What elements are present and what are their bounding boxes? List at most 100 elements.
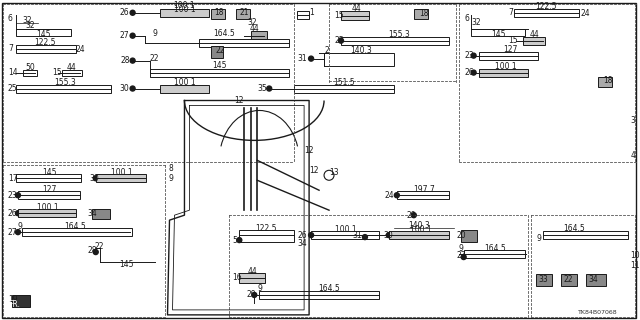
- Text: 164.5: 164.5: [214, 29, 236, 38]
- Bar: [536, 274, 552, 286]
- Text: 30: 30: [120, 84, 130, 93]
- Bar: [470, 29, 525, 36]
- Circle shape: [394, 193, 399, 198]
- Text: 30: 30: [90, 174, 99, 183]
- Text: 155.3: 155.3: [388, 30, 410, 39]
- Text: 7: 7: [8, 44, 13, 53]
- Text: 26: 26: [465, 68, 474, 77]
- Text: FR.: FR.: [8, 300, 20, 309]
- Text: 127: 127: [503, 45, 518, 54]
- Bar: [414, 9, 428, 19]
- Text: 122.5: 122.5: [34, 38, 56, 47]
- Text: 3: 3: [630, 116, 635, 125]
- Bar: [236, 9, 250, 19]
- Circle shape: [412, 213, 416, 218]
- Text: 20: 20: [457, 231, 467, 240]
- Text: 12: 12: [309, 166, 319, 175]
- Bar: [62, 69, 82, 76]
- Text: 44: 44: [352, 4, 362, 13]
- Text: 164.5: 164.5: [64, 222, 86, 231]
- Circle shape: [471, 70, 476, 75]
- Text: 24: 24: [76, 45, 85, 54]
- Text: 6: 6: [465, 14, 470, 23]
- Text: 100 1: 100 1: [37, 203, 59, 212]
- Text: 25: 25: [8, 84, 18, 93]
- Bar: [16, 174, 81, 182]
- Text: 9: 9: [257, 284, 262, 293]
- Text: 26: 26: [120, 8, 130, 17]
- Text: 50: 50: [25, 63, 35, 72]
- Text: 34: 34: [588, 276, 598, 284]
- Circle shape: [308, 56, 314, 61]
- Text: 30: 30: [384, 231, 394, 240]
- Text: 18: 18: [419, 9, 428, 18]
- Bar: [239, 230, 294, 242]
- Circle shape: [130, 58, 135, 63]
- Circle shape: [130, 86, 135, 91]
- Text: 11: 11: [630, 260, 639, 269]
- Text: 140.3: 140.3: [350, 46, 372, 55]
- Text: 10: 10: [630, 251, 640, 260]
- Bar: [22, 228, 132, 236]
- Bar: [23, 69, 37, 76]
- Text: 22: 22: [216, 46, 225, 55]
- Text: 23: 23: [465, 51, 474, 60]
- Text: 44: 44: [529, 30, 540, 39]
- Circle shape: [15, 193, 20, 198]
- Text: 27: 27: [120, 31, 130, 40]
- Bar: [311, 231, 379, 239]
- Bar: [211, 9, 225, 19]
- Text: 140.3: 140.3: [408, 220, 429, 230]
- Text: 151.5: 151.5: [333, 78, 355, 87]
- Text: 32: 32: [247, 18, 257, 27]
- Circle shape: [130, 10, 135, 15]
- Circle shape: [237, 237, 242, 243]
- Circle shape: [252, 292, 257, 297]
- Text: 26: 26: [298, 231, 307, 240]
- Text: 34: 34: [297, 239, 307, 248]
- Bar: [150, 68, 289, 76]
- Text: 155.3: 155.3: [54, 78, 76, 87]
- Bar: [297, 11, 309, 19]
- Text: 18: 18: [604, 76, 612, 85]
- Text: 24: 24: [580, 9, 590, 18]
- Text: 31: 31: [352, 231, 362, 240]
- Text: 100 1: 100 1: [495, 62, 516, 71]
- Text: 9: 9: [18, 222, 23, 231]
- Bar: [159, 84, 209, 92]
- Circle shape: [308, 233, 314, 237]
- Text: 145: 145: [43, 168, 57, 177]
- Text: 23: 23: [8, 191, 18, 200]
- Bar: [211, 46, 223, 58]
- Bar: [96, 174, 145, 182]
- Bar: [586, 274, 606, 286]
- Text: 13: 13: [329, 168, 339, 177]
- Bar: [561, 274, 577, 286]
- Text: 164.5: 164.5: [563, 224, 585, 233]
- Text: 1: 1: [309, 8, 314, 17]
- Text: 164.5: 164.5: [484, 244, 506, 252]
- Circle shape: [130, 33, 135, 38]
- Bar: [259, 291, 379, 299]
- Circle shape: [339, 38, 344, 43]
- Bar: [397, 191, 449, 199]
- Text: 35: 35: [257, 84, 268, 93]
- Circle shape: [93, 176, 98, 181]
- Text: 44: 44: [248, 267, 257, 276]
- Bar: [18, 209, 76, 217]
- Text: 27: 27: [8, 228, 18, 236]
- Bar: [16, 29, 71, 36]
- Circle shape: [93, 250, 98, 254]
- Bar: [341, 37, 449, 45]
- Bar: [598, 76, 612, 86]
- Text: 44: 44: [250, 24, 259, 33]
- Text: 16: 16: [232, 274, 242, 283]
- Text: 21: 21: [239, 8, 249, 17]
- Text: 9: 9: [152, 29, 157, 38]
- Text: 145: 145: [492, 30, 506, 39]
- Text: 22: 22: [563, 276, 573, 284]
- Text: 28: 28: [120, 56, 130, 65]
- Text: 32: 32: [25, 21, 35, 30]
- Text: 5: 5: [232, 236, 237, 244]
- Text: 164.5: 164.5: [318, 284, 340, 293]
